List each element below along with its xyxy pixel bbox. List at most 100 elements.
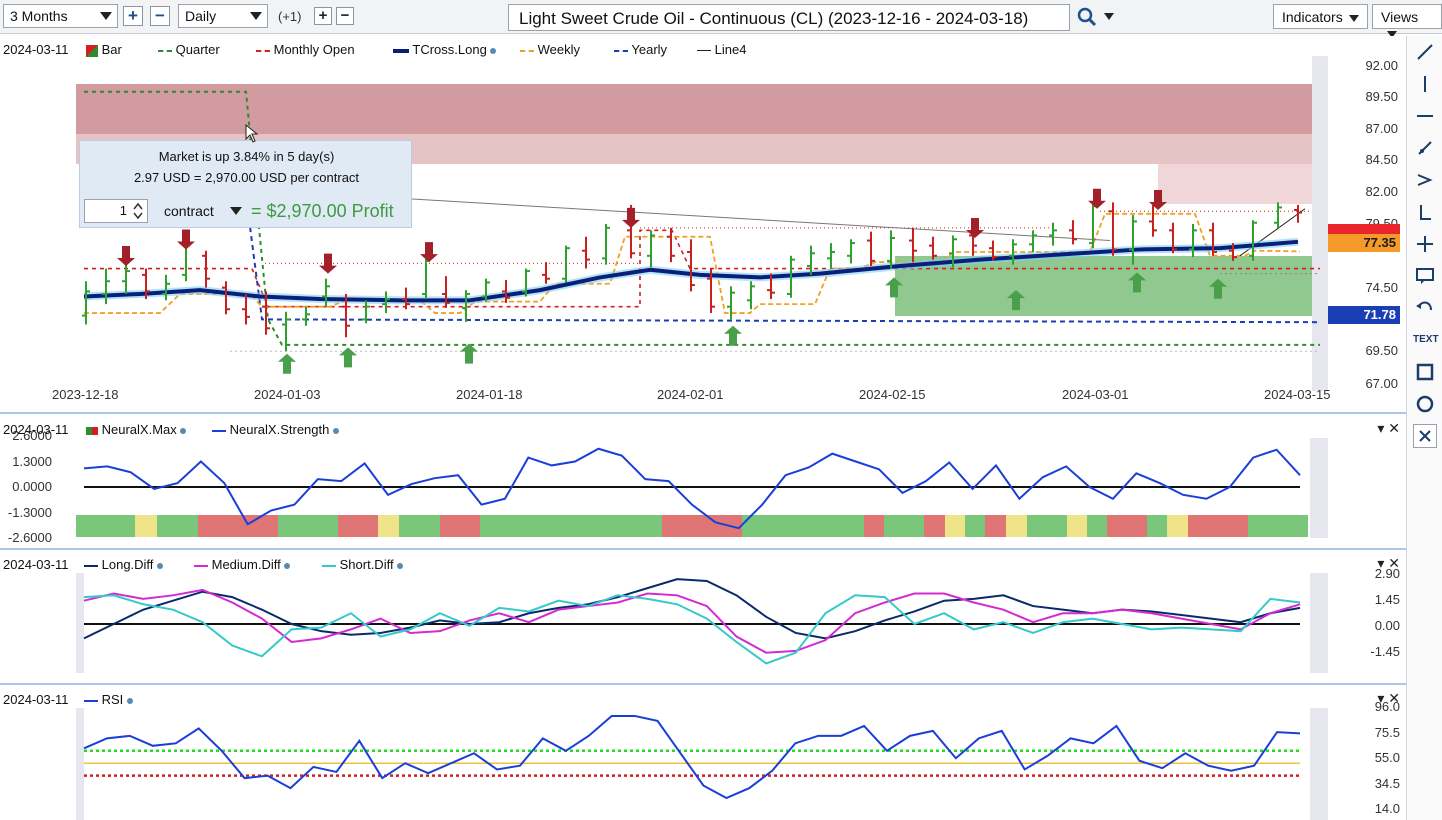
rsi-y-tick: 34.5 [1374,775,1400,791]
horizontal-line-icon[interactable] [1413,104,1437,128]
neuralx-max-block [662,515,742,537]
price-y-tick: 82.00 [1365,184,1398,199]
minus-icon: − [340,7,350,24]
settings-dot-icon [126,697,133,704]
legend-line4[interactable]: Line4 [697,42,746,57]
legend-neuralx-strength[interactable]: NeuralX.Strength [212,422,339,437]
ohlc-bar [727,286,735,320]
right-margin-strip [1310,573,1328,673]
unit-select[interactable]: contract [164,203,214,219]
price-x-tick: 2024-01-18 [456,387,523,402]
legend-short-diff[interactable]: Short.Diff [322,557,404,572]
price-y-tick: 69.50 [1365,343,1398,358]
vertical-line-icon[interactable] [1413,72,1437,96]
diff-pane[interactable]: 2024-03-11 Long.Diff Medium.Diff Short.D… [0,551,1406,685]
chevron-down-icon[interactable] [230,207,242,215]
ohlc-bar [102,268,110,305]
pane-controls[interactable]: ▾ ✕ [1377,555,1400,571]
legend-yearly[interactable]: Yearly [614,42,667,57]
sell-arrow-icon [319,253,337,274]
bar-swatch-icon [86,426,98,435]
buy-arrow-icon [885,277,903,298]
zoom-in-button[interactable]: + [123,6,143,26]
ohlc-bar [602,224,610,265]
legend-bar[interactable]: Bar [86,42,122,57]
ray-icon[interactable] [1413,136,1437,160]
ohlc-bar [647,230,655,268]
views-label: Views [1381,9,1419,25]
legend-rsi[interactable]: RSI [84,692,133,707]
price-y-tick: 89.50 [1365,89,1398,104]
note-icon[interactable] [1413,264,1437,288]
views-button[interactable]: Views [1372,4,1442,38]
close-icon[interactable] [1413,424,1437,448]
search-button[interactable] [1076,6,1098,28]
legend-medium-diff[interactable]: Medium.Diff [194,557,291,572]
arrow-tool-icon[interactable] [1413,168,1437,192]
indicators-button[interactable]: Indicators [1273,4,1368,29]
symbol-title[interactable]: Light Sweet Crude Oil - Continuous (CL) … [508,4,1070,31]
price-pane[interactable]: 2024-03-11 Bar Quarter Monthly Open TCro… [0,36,1406,414]
interval-select[interactable]: Daily [178,4,268,28]
period-select[interactable]: 3 Months [3,4,118,28]
solid-line-icon [84,564,98,567]
legend-tcross-long[interactable]: TCross.Long [393,42,497,57]
neuralx-max-block [440,515,480,537]
ohlc-bar [909,227,917,263]
legend-quarter[interactable]: Quarter [158,42,220,57]
diff-chart [76,573,1328,673]
undo-icon[interactable] [1413,296,1437,320]
ohlc-bar [262,291,270,335]
price-tag-yearly: 71.78 [1328,306,1400,324]
quantity-stepper[interactable]: 1 [84,199,148,223]
fib-icon[interactable] [1413,200,1437,224]
circle-icon[interactable] [1413,392,1437,416]
neuralx-max-block [1107,515,1147,537]
neuralx-max-block [742,515,864,537]
ohlc-bar [1149,204,1157,237]
rsi-pane[interactable]: 2024-03-11 RSI ▾ ✕ 96.0 75.5 55.0 34.5 14.0 [0,686,1406,820]
expand-button[interactable]: + [314,7,332,25]
legend-weekly[interactable]: Weekly [520,42,580,57]
left-margin-strip [76,708,84,820]
crosshair-icon[interactable] [1413,232,1437,256]
left-margin-strip [76,573,84,673]
ohlc-bar [929,236,937,260]
neuralx-max-block [1188,515,1248,537]
ohlc-bar [1029,230,1037,252]
ohlc-bar [1249,220,1257,261]
right-margin-strip [1312,56,1328,391]
pane-controls[interactable]: ▾ ✕ [1377,690,1400,706]
text-icon[interactable]: TEXT [1413,334,1439,345]
settings-dot-icon [397,562,404,569]
legend-long-diff[interactable]: Long.Diff [84,557,164,572]
stepper-arrows-icon[interactable] [133,202,143,220]
legend-monthly-open[interactable]: Monthly Open [256,42,355,57]
ohlc-bar [522,268,530,297]
ohlc-bar [302,306,310,326]
zoom-out-button[interactable]: − [150,6,170,26]
pane-date: 2024-03-11 [3,42,69,57]
price-y-tick: 84.50 [1365,152,1398,167]
legend-neuralx-max[interactable]: NeuralX.Max [86,422,187,437]
sell-arrow-icon [177,229,195,250]
ohlc-bar [1089,201,1097,249]
pane-controls[interactable]: ▾ ✕ [1377,420,1400,436]
rectangle-icon[interactable] [1413,360,1437,384]
buy-arrow-icon [724,325,742,346]
price-x-tick: 2024-03-15 [1264,387,1331,402]
neuralx-max-block [278,515,338,537]
line-tool-icon[interactable] [1413,40,1437,64]
ohlc-bar [1209,222,1217,256]
neuralx-max-block [1147,515,1167,537]
neuralx-pane[interactable]: 2024-03-11 NeuralX.Max NeuralX.Strength … [0,416,1406,550]
neuralx-y-tick: 1.3000 [12,453,52,469]
diff-y-tick: -1.45 [1370,644,1400,659]
line4 [339,194,1111,242]
search-dropdown-icon[interactable] [1104,13,1114,20]
mouse-cursor-icon [245,124,259,143]
neuralx-max-block [135,515,157,537]
collapse-button[interactable]: − [336,7,354,25]
ohlc-bar [1169,222,1177,254]
